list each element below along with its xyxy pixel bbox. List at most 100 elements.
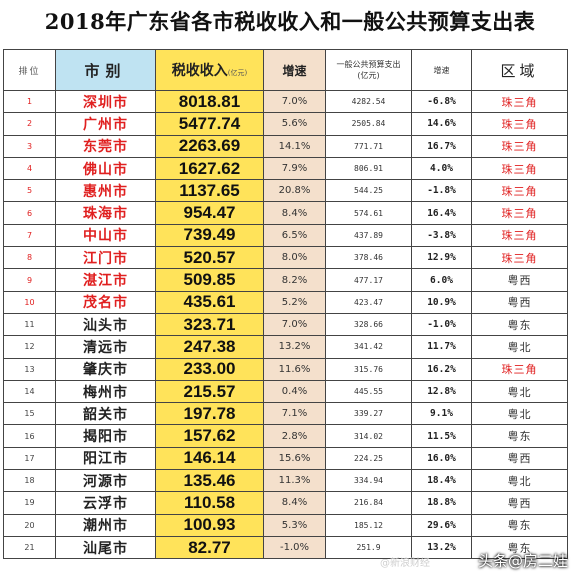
cell-city: 珠海市: [55, 201, 156, 225]
cell-tax-revenue: 110.58: [155, 491, 264, 515]
cell-tax-growth: 20.8%: [263, 179, 326, 203]
cell-tax-growth: 15.6%: [263, 446, 326, 471]
cell-region: 粤东: [471, 424, 568, 448]
cell-tax-revenue: 146.14: [155, 446, 264, 471]
cell-rank: 19: [3, 491, 56, 515]
cell-tax-growth: 7.0%: [263, 89, 326, 114]
cell-tax-growth: 8.4%: [263, 201, 326, 225]
table-row: 13 肇庆市 233.00 11.6% 315.76 16.2% 珠三角: [3, 357, 568, 381]
cell-tax-revenue: 1627.62: [155, 156, 264, 181]
cell-tax-revenue: 520.57: [155, 246, 264, 270]
cell-rank: 8: [3, 246, 56, 270]
cell-budget-growth: 10.9%: [411, 290, 472, 314]
table-row: 12 清远市 247.38 13.2% 341.42 11.7% 粤北: [3, 335, 568, 359]
table-row: 15 韶关市 197.78 7.1% 339.27 9.1% 粤北: [3, 402, 568, 426]
cell-region: 粤东: [471, 312, 568, 337]
cell-budget-growth: 11.7%: [411, 335, 472, 359]
cell-budget-growth: 12.8%: [411, 379, 472, 404]
header-rank: 排位: [3, 49, 56, 91]
cell-region: 珠三角: [471, 357, 568, 381]
cell-tax-growth: 7.0%: [263, 312, 326, 337]
cell-region: 珠三角: [471, 246, 568, 270]
cell-budget-growth: -1.8%: [411, 179, 472, 203]
table-header-row: 排位 市别 税收收入(亿元) 增速 一般公共预算支出 (亿元) 增速 区域: [3, 49, 568, 91]
cell-region: 粤西: [471, 491, 568, 515]
header-budget: 一般公共预算支出 (亿元): [325, 49, 412, 91]
cell-tax-growth: 11.6%: [263, 357, 326, 381]
cell-tax-growth: -1.0%: [263, 535, 326, 560]
cell-budget-growth: 18.8%: [411, 491, 472, 515]
cell-tax-growth: 7.9%: [263, 156, 326, 181]
cell-tax-revenue: 509.85: [155, 268, 264, 292]
cell-city: 湛江市: [55, 268, 156, 292]
cell-tax-revenue: 197.78: [155, 402, 264, 426]
cell-city: 韶关市: [55, 402, 156, 426]
cell-rank: 12: [3, 335, 56, 359]
header-budget-unit: (亿元): [357, 71, 380, 80]
cell-tax-growth: 0.4%: [263, 379, 326, 404]
cell-region: 粤北: [471, 402, 568, 426]
cell-budget: 185.12: [325, 513, 412, 537]
cell-tax-growth: 5.2%: [263, 290, 326, 314]
cell-tax-revenue: 8018.81: [155, 89, 264, 114]
cell-tax-revenue: 233.00: [155, 357, 264, 381]
cell-budget: 328.66: [325, 312, 412, 337]
cell-region: 珠三角: [471, 89, 568, 114]
cell-budget: 341.42: [325, 335, 412, 359]
cell-rank: 16: [3, 424, 56, 448]
cell-tax-revenue: 5477.74: [155, 112, 264, 136]
cell-budget-growth: -6.8%: [411, 89, 472, 114]
cell-budget-growth: -1.0%: [411, 312, 472, 337]
cell-budget-growth: 11.5%: [411, 424, 472, 448]
cell-tax-growth: 8.4%: [263, 491, 326, 515]
cell-budget-growth: 16.2%: [411, 357, 472, 381]
table-row: 20 潮州市 100.93 5.3% 185.12 29.6% 粤东: [3, 513, 568, 537]
table-row: 21 汕尾市 82.77 -1.0% 251.9 13.2% 粤东: [3, 535, 568, 560]
cell-city: 河源市: [55, 469, 156, 493]
cell-budget-growth: 14.6%: [411, 112, 472, 136]
cell-tax-revenue: 1137.65: [155, 179, 264, 203]
cell-budget: 437.89: [325, 223, 412, 248]
cell-budget-growth: 12.9%: [411, 246, 472, 270]
cell-tax-growth: 14.1%: [263, 134, 326, 158]
cell-tax-growth: 13.2%: [263, 335, 326, 359]
cell-rank: 11: [3, 312, 56, 337]
cell-region: 粤北: [471, 379, 568, 404]
table-row: 19 云浮市 110.58 8.4% 216.84 18.8% 粤西: [3, 491, 568, 515]
cell-budget: 771.71: [325, 134, 412, 158]
table-row: 14 梅州市 215.57 0.4% 445.55 12.8% 粤北: [3, 379, 568, 404]
cell-budget: 378.46: [325, 246, 412, 270]
cell-budget: 544.25: [325, 179, 412, 203]
cell-budget-growth: 9.1%: [411, 402, 472, 426]
cell-tax-revenue: 2263.69: [155, 134, 264, 158]
cell-rank: 7: [3, 223, 56, 248]
cell-tax-growth: 11.3%: [263, 469, 326, 493]
cell-city: 汕头市: [55, 312, 156, 337]
cell-city: 肇庆市: [55, 357, 156, 381]
table-row: 1 深圳市 8018.81 7.0% 4282.54 -6.8% 珠三角: [3, 89, 568, 114]
cell-region: 珠三角: [471, 134, 568, 158]
table-row: 7 中山市 739.49 6.5% 437.89 -3.8% 珠三角: [3, 223, 568, 248]
cell-rank: 17: [3, 446, 56, 471]
cell-budget-growth: -3.8%: [411, 223, 472, 248]
table-row: 10 茂名市 435.61 5.2% 423.47 10.9% 粤西: [3, 290, 568, 314]
cell-city: 汕尾市: [55, 535, 156, 560]
cell-budget-growth: 16.0%: [411, 446, 472, 471]
cell-rank: 1: [3, 89, 56, 114]
cell-rank: 9: [3, 268, 56, 292]
cell-tax-growth: 2.8%: [263, 424, 326, 448]
cell-rank: 5: [3, 179, 56, 203]
cell-budget: 2505.84: [325, 112, 412, 136]
tax-budget-table: 排位 市别 税收收入(亿元) 增速 一般公共预算支出 (亿元) 增速 区域 1 深圳…: [3, 49, 568, 560]
cell-tax-revenue: 435.61: [155, 290, 264, 314]
cell-tax-revenue: 215.57: [155, 379, 264, 404]
cell-city: 茂名市: [55, 290, 156, 314]
table-row: 8 江门市 520.57 8.0% 378.46 12.9% 珠三角: [3, 246, 568, 270]
cell-city: 清远市: [55, 335, 156, 359]
cell-city: 中山市: [55, 223, 156, 248]
header-tax: 税收收入(亿元): [155, 49, 264, 91]
header-tax-label: 税收收入: [171, 63, 228, 79]
cell-budget: 224.25: [325, 446, 412, 471]
cell-budget: 4282.54: [325, 89, 412, 114]
cell-tax-revenue: 323.71: [155, 312, 264, 337]
